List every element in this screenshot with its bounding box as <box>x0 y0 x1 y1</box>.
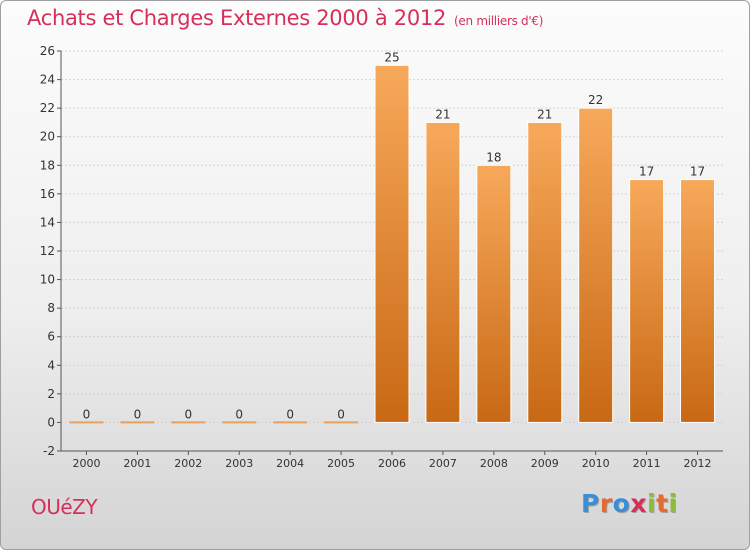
data-label: 0 <box>286 407 294 421</box>
logo-letter: i <box>668 489 678 518</box>
bar <box>680 179 716 423</box>
data-label: 18 <box>486 150 501 164</box>
logo-letter: x <box>630 489 647 518</box>
y-tick-label: 10 <box>40 273 55 287</box>
bars <box>69 64 716 424</box>
data-label: 0 <box>337 407 345 421</box>
y-tick-label: 24 <box>40 73 55 87</box>
bar <box>629 179 665 423</box>
y-tick-label: 20 <box>40 130 55 144</box>
x-tick-label: 2003 <box>225 457 253 470</box>
logo-letter: t <box>656 489 669 518</box>
data-label: 21 <box>435 107 450 121</box>
logo-letter: i <box>647 489 657 518</box>
x-tick-label: 2004 <box>276 457 304 470</box>
x-tick-label: 2008 <box>480 457 508 470</box>
x-tick-label: 2012 <box>684 457 712 470</box>
bar <box>578 107 614 423</box>
y-tick-label: 18 <box>40 158 55 172</box>
bar <box>425 121 461 423</box>
x-tick-label: 2000 <box>72 457 100 470</box>
y-tick-label: 12 <box>40 244 55 258</box>
x-tick-label: 2006 <box>378 457 406 470</box>
data-label: 17 <box>690 165 705 179</box>
data-label: 17 <box>639 165 654 179</box>
logo-letter: o <box>612 489 631 518</box>
data-label: 21 <box>537 107 552 121</box>
y-tick-label: 16 <box>40 187 55 201</box>
data-label: 0 <box>134 407 142 421</box>
y-tick-label: 4 <box>47 358 55 372</box>
y-tick-label: 14 <box>40 215 55 229</box>
x-tick-label: 2011 <box>633 457 661 470</box>
data-label: 0 <box>83 407 91 421</box>
axes <box>57 50 723 455</box>
x-tick-label: 2002 <box>174 457 202 470</box>
chart-title: Achats et Charges Externes 2000 à 2012 (e… <box>27 6 543 30</box>
bar <box>374 64 410 423</box>
commune-name: OUéZY <box>31 495 98 519</box>
labels: -202468101214161820222426020000200102002… <box>40 44 712 470</box>
chart-subtitle: (en milliers d'€) <box>454 14 544 28</box>
logo-letter: r <box>599 489 613 518</box>
y-tick-label: 6 <box>47 330 55 344</box>
x-tick-label: 2007 <box>429 457 457 470</box>
x-tick-label: 2005 <box>327 457 355 470</box>
data-label: 25 <box>384 50 399 64</box>
title-text: Achats et Charges Externes 2000 à 2012 <box>27 6 447 30</box>
logo-letter: P <box>581 489 600 518</box>
x-tick-label: 2001 <box>123 457 151 470</box>
y-tick-label: 26 <box>40 44 55 58</box>
x-tick-label: 2009 <box>531 457 559 470</box>
y-tick-label: 0 <box>47 415 55 429</box>
data-label: 0 <box>184 407 192 421</box>
y-tick-label: -2 <box>43 444 55 458</box>
y-tick-label: 2 <box>47 387 55 401</box>
y-tick-label: 8 <box>47 301 55 315</box>
x-tick-label: 2010 <box>582 457 610 470</box>
proxiti-logo: Proxiti <box>581 489 678 518</box>
bar <box>476 164 512 423</box>
data-label: 0 <box>235 407 243 421</box>
bar <box>527 121 563 423</box>
y-tick-label: 22 <box>40 101 55 115</box>
data-label: 22 <box>588 93 603 107</box>
